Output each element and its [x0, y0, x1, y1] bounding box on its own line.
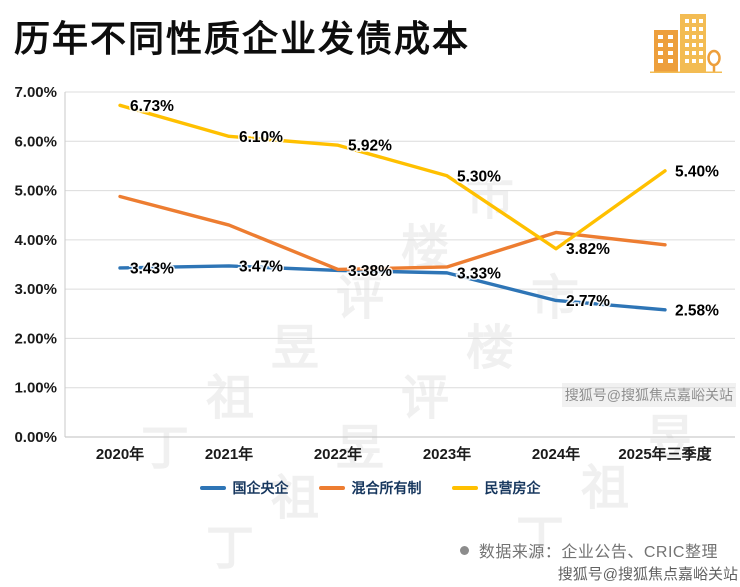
background-watermark-char: 祖: [271, 472, 320, 525]
data-label: 2.77%: [566, 293, 610, 310]
data-label: 6.10%: [239, 129, 283, 146]
data-label: 2.58%: [675, 302, 719, 319]
series-line: [118, 264, 667, 312]
building-icon: [648, 8, 724, 83]
data-label: 3.82%: [566, 241, 610, 258]
background-watermark-char: 丁: [516, 512, 565, 565]
x-axis-label: 2024年: [532, 445, 580, 463]
x-axis-label: 2020年: [96, 445, 144, 463]
chart-title: 历年不同性质企业发债成本: [14, 18, 471, 59]
legend-item: 国企央企: [199, 478, 289, 498]
background-watermark-char: 昱: [646, 412, 695, 465]
watermark-sohu-mid: 搜狐号@搜狐焦点嘉峪关站: [561, 383, 736, 407]
line-chart: 0.00% 1.00% 2.00% 3.00% 4.00% 5.00% 6.00% 7.00%…: [14, 85, 735, 463]
data-label: 6.73%: [130, 98, 174, 115]
background-watermark-char: 昱: [336, 422, 385, 475]
series-line: [118, 194, 667, 272]
background-watermark-char: 楼: [401, 222, 450, 275]
legend-swatch: [451, 486, 478, 490]
series-line: [118, 103, 667, 251]
chart-legend: 国企央企 混合所有制 民营房企: [0, 478, 740, 498]
background-watermark-char: 祖: [581, 462, 630, 515]
x-axis-label: 2021年: [205, 445, 253, 463]
background-watermark-char: 楼: [466, 322, 515, 375]
legend-item: 混合所有制: [318, 478, 422, 498]
x-axis-label: 2023年: [423, 445, 471, 463]
data-label: 3.38%: [348, 263, 392, 280]
y-axis-label: 7.00%: [14, 85, 57, 101]
data-label: 5.92%: [348, 138, 392, 155]
legend-label: 民营房企: [484, 480, 541, 496]
data-label: 5.40%: [675, 163, 719, 180]
y-axis-label: 0.00%: [14, 429, 57, 446]
x-axis-label: 2022年: [314, 445, 362, 463]
x-axis-label: 2025年三季度: [618, 445, 712, 463]
background-watermark-char: 评: [336, 272, 385, 325]
y-axis-label: 1.00%: [14, 380, 57, 397]
y-axis-label: 5.00%: [14, 183, 57, 200]
legend-swatch: [199, 486, 226, 490]
y-axis-label: 2.00%: [14, 330, 57, 347]
background-watermark-char: 昱: [271, 322, 320, 375]
data-label: 3.47%: [239, 258, 283, 275]
source-note: 数据来源：企业公告、CRIC整理: [459, 538, 718, 562]
data-label: 3.33%: [457, 265, 501, 282]
y-axis-label: 3.00%: [14, 281, 57, 298]
source-text: 数据来源：企业公告、CRIC整理: [478, 544, 718, 561]
background-watermark-char: 祖: [206, 372, 255, 425]
legend-item: 民营房企: [451, 478, 541, 498]
data-label: 3.43%: [130, 260, 174, 277]
legend-label: 国企央企: [232, 480, 289, 496]
y-axis-label: 4.00%: [14, 232, 57, 249]
watermark-sohu-bottom: 搜狐号@搜狐焦点嘉峪关站: [557, 566, 738, 583]
data-label: 5.30%: [457, 168, 501, 185]
legend-label: 混合所有制: [351, 480, 422, 496]
y-axis-label: 6.00%: [14, 133, 57, 150]
background-watermark-char: 丁: [206, 522, 255, 575]
legend-swatch: [318, 486, 345, 490]
bullet-icon: [459, 545, 469, 555]
background-watermark-char: 评: [401, 372, 450, 425]
background-watermark-char: 丁: [141, 422, 190, 475]
